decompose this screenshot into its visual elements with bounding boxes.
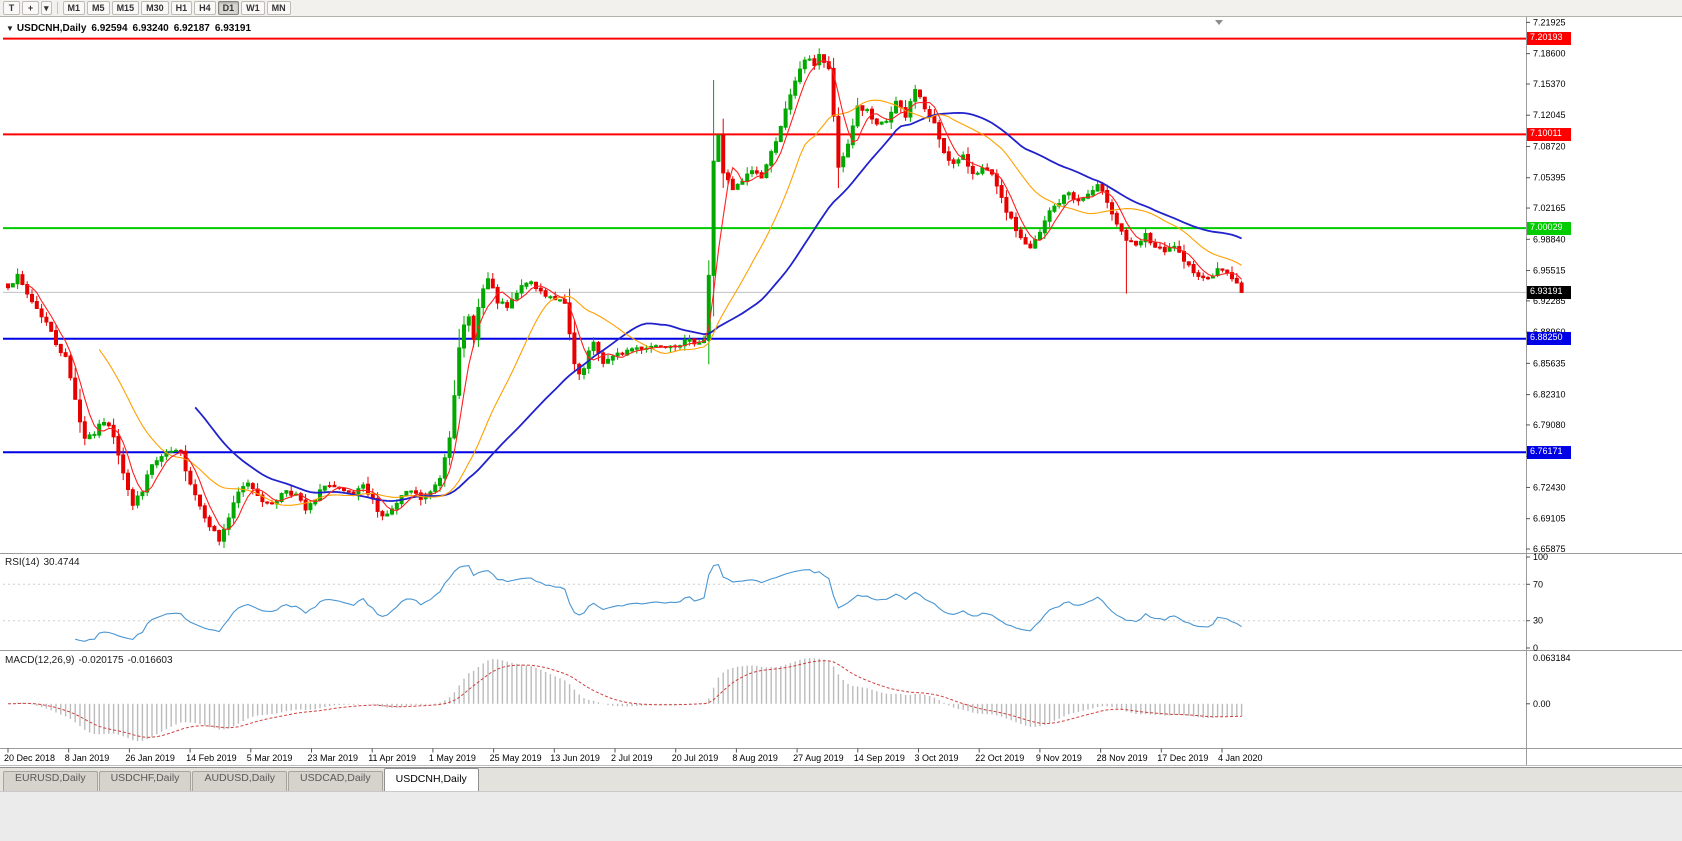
- timeframe-button-m5[interactable]: M5: [87, 1, 110, 15]
- x-axis-date-label: 8 Aug 2019: [732, 753, 778, 763]
- text-tool-button[interactable]: T: [3, 1, 20, 15]
- y-axis-tick-label: 7.21925: [1533, 17, 1566, 27]
- ma-medium-line: [98, 99, 1242, 506]
- timeframe-button-m30[interactable]: M30: [141, 1, 169, 15]
- timeframe-button-m1[interactable]: M1: [62, 1, 86, 15]
- y-axis-tick-label: 6.98840: [1533, 234, 1566, 244]
- rsi-indicator-label: RSI(14) 30.4744: [5, 557, 84, 568]
- rsi-axis-label: 70: [1533, 579, 1543, 589]
- x-axis-date-label: 22 Oct 2019: [975, 753, 1024, 763]
- chart-tab-audusd[interactable]: AUDUSD,Daily: [192, 771, 288, 791]
- y-axis-tick-label: 7.18600: [1533, 49, 1566, 59]
- x-axis-date-label: 17 Dec 2019: [1157, 753, 1208, 763]
- macd-main-value: -0.020175: [78, 655, 124, 666]
- macd-histogram: [12, 658, 1243, 741]
- crosshair-tool-button[interactable]: +: [22, 1, 39, 15]
- tools-dropdown-button[interactable]: ▾: [41, 1, 52, 15]
- tools-group: T + ▾: [3, 1, 52, 15]
- y-axis-tick-label: 7.15370: [1533, 79, 1566, 89]
- y-axis-tick-label: 6.69105: [1533, 514, 1566, 524]
- y-axis-tick-label: 6.79080: [1533, 420, 1566, 430]
- y-axis-tick-label: 7.05395: [1533, 173, 1566, 183]
- toolbar-separator: [56, 2, 58, 14]
- chart-tab-eurusd[interactable]: EURUSD,Daily: [3, 771, 98, 791]
- x-axis-date-label: 23 Mar 2019: [308, 753, 359, 763]
- macd-signal-value: -0.016603: [127, 655, 173, 666]
- x-axis-date-label: 2 Jul 2019: [611, 753, 653, 763]
- x-axis-date-label: 20 Dec 2018: [4, 753, 55, 763]
- y-axis-tick-label: 6.88960: [1533, 327, 1566, 337]
- top-toolbar: T + ▾ M1 M5 M15 M30 H1 H4 D1 W1 MN: [0, 0, 1682, 17]
- timeframe-button-d1[interactable]: D1: [217, 1, 240, 15]
- chart-shift-marker[interactable]: [1215, 20, 1223, 25]
- y-axis-tick-label: 6.72430: [1533, 482, 1566, 492]
- timeframes-group: M1 M5 M15 M30 H1 H4 D1 W1 MN: [62, 1, 291, 15]
- macd-indicator-label: MACD(12,26,9) -0.020175 -0.016603: [5, 655, 177, 666]
- x-axis-date-label: 14 Sep 2019: [854, 753, 905, 763]
- timeframe-button-m15[interactable]: M15: [111, 1, 140, 15]
- rsi-line: [75, 563, 1242, 642]
- ohlc-high: 6.93240: [132, 23, 169, 34]
- rsi-axis-label: 0: [1533, 643, 1538, 653]
- chart-tab-bar: EURUSD,Daily USDCHF,Daily AUDUSD,Daily USDC…: [0, 767, 1682, 791]
- x-axis-date-label: 11 Apr 2019: [368, 753, 416, 763]
- x-axis-date-label: 9 Nov 2019: [1036, 753, 1082, 763]
- x-axis-date-label: 14 Feb 2019: [186, 753, 237, 763]
- timeframe-button-mn[interactable]: MN: [266, 1, 291, 15]
- chart-ohlc-header: ▼ USDCNH,Daily 6.92594 6.93240 6.92187 6.9319…: [6, 23, 256, 34]
- macd-axis-zero-label: 0.00: [1533, 699, 1551, 709]
- x-axis-date-label: 25 May 2019: [490, 753, 542, 763]
- y-axis-tick-label: 6.85635: [1533, 358, 1566, 368]
- y-axis-tick-label: 6.75755: [1533, 451, 1566, 461]
- rsi-axis-label: 100: [1533, 552, 1548, 562]
- x-axis-date-label: 1 May 2019: [429, 753, 476, 763]
- timeframe-button-w1[interactable]: W1: [241, 1, 265, 15]
- status-bar: [0, 791, 1682, 841]
- ohlc-low: 6.92187: [173, 23, 210, 34]
- y-axis-tick-label: 7.02165: [1533, 203, 1566, 213]
- ohlc-open: 6.92594: [91, 23, 128, 34]
- x-axis-date-label: 3 Oct 2019: [915, 753, 959, 763]
- x-axis-date-label: 28 Nov 2019: [1097, 753, 1148, 763]
- candlestick-series: [6, 48, 1244, 548]
- price-chart-canvas[interactable]: 7.21925 7.18600 7.15370 7.12045 7.08720 7.053…: [0, 17, 1682, 766]
- chart-tab-usdchf[interactable]: USDCHF,Daily: [98, 771, 192, 791]
- y-axis-tick-label: 7.12045: [1533, 110, 1566, 120]
- collapse-chart-icon[interactable]: ▼: [6, 24, 14, 33]
- x-axis-date-label: 20 Jul 2019: [672, 753, 719, 763]
- macd-signal-line: [7, 660, 1242, 738]
- timeframe-button-h1[interactable]: H1: [170, 1, 193, 15]
- rsi-axis-label: 30: [1533, 616, 1543, 626]
- x-axis-date-label: 5 Mar 2019: [247, 753, 293, 763]
- y-axis-tick-label: 6.65875: [1533, 544, 1566, 554]
- x-axis-date-label: 8 Jan 2019: [65, 753, 110, 763]
- x-axis-date-label: 27 Aug 2019: [793, 753, 844, 763]
- x-axis-date-label: 26 Jan 2019: [125, 753, 175, 763]
- chart-tab-usdcnh[interactable]: USDCNH,Daily: [383, 768, 479, 791]
- macd-name: MACD(12,26,9): [5, 655, 75, 666]
- y-axis-tick-label: 6.92285: [1533, 296, 1566, 306]
- x-axis-date-label: 4 Jan 2020: [1218, 753, 1263, 763]
- macd-axis-max-label: 0.063184: [1533, 653, 1571, 663]
- x-axis-date-label: 13 Jun 2019: [550, 753, 600, 763]
- ma-slow-line: [194, 111, 1242, 502]
- y-axis-tick-label: 7.08720: [1533, 142, 1566, 152]
- chart-tab-usdcad[interactable]: USDCAD,Daily: [288, 771, 383, 791]
- ma-fast-line: [26, 59, 1242, 530]
- rsi-name: RSI(14): [5, 557, 40, 568]
- y-axis-tick-label: 6.95515: [1533, 266, 1566, 276]
- chart-symbol-label: USDCNH,Daily: [16, 23, 87, 34]
- rsi-current-value: 30.4744: [43, 557, 80, 568]
- ohlc-close: 6.93191: [214, 23, 252, 34]
- timeframe-button-h4[interactable]: H4: [194, 1, 216, 15]
- y-axis-tick-label: 6.82310: [1533, 390, 1566, 400]
